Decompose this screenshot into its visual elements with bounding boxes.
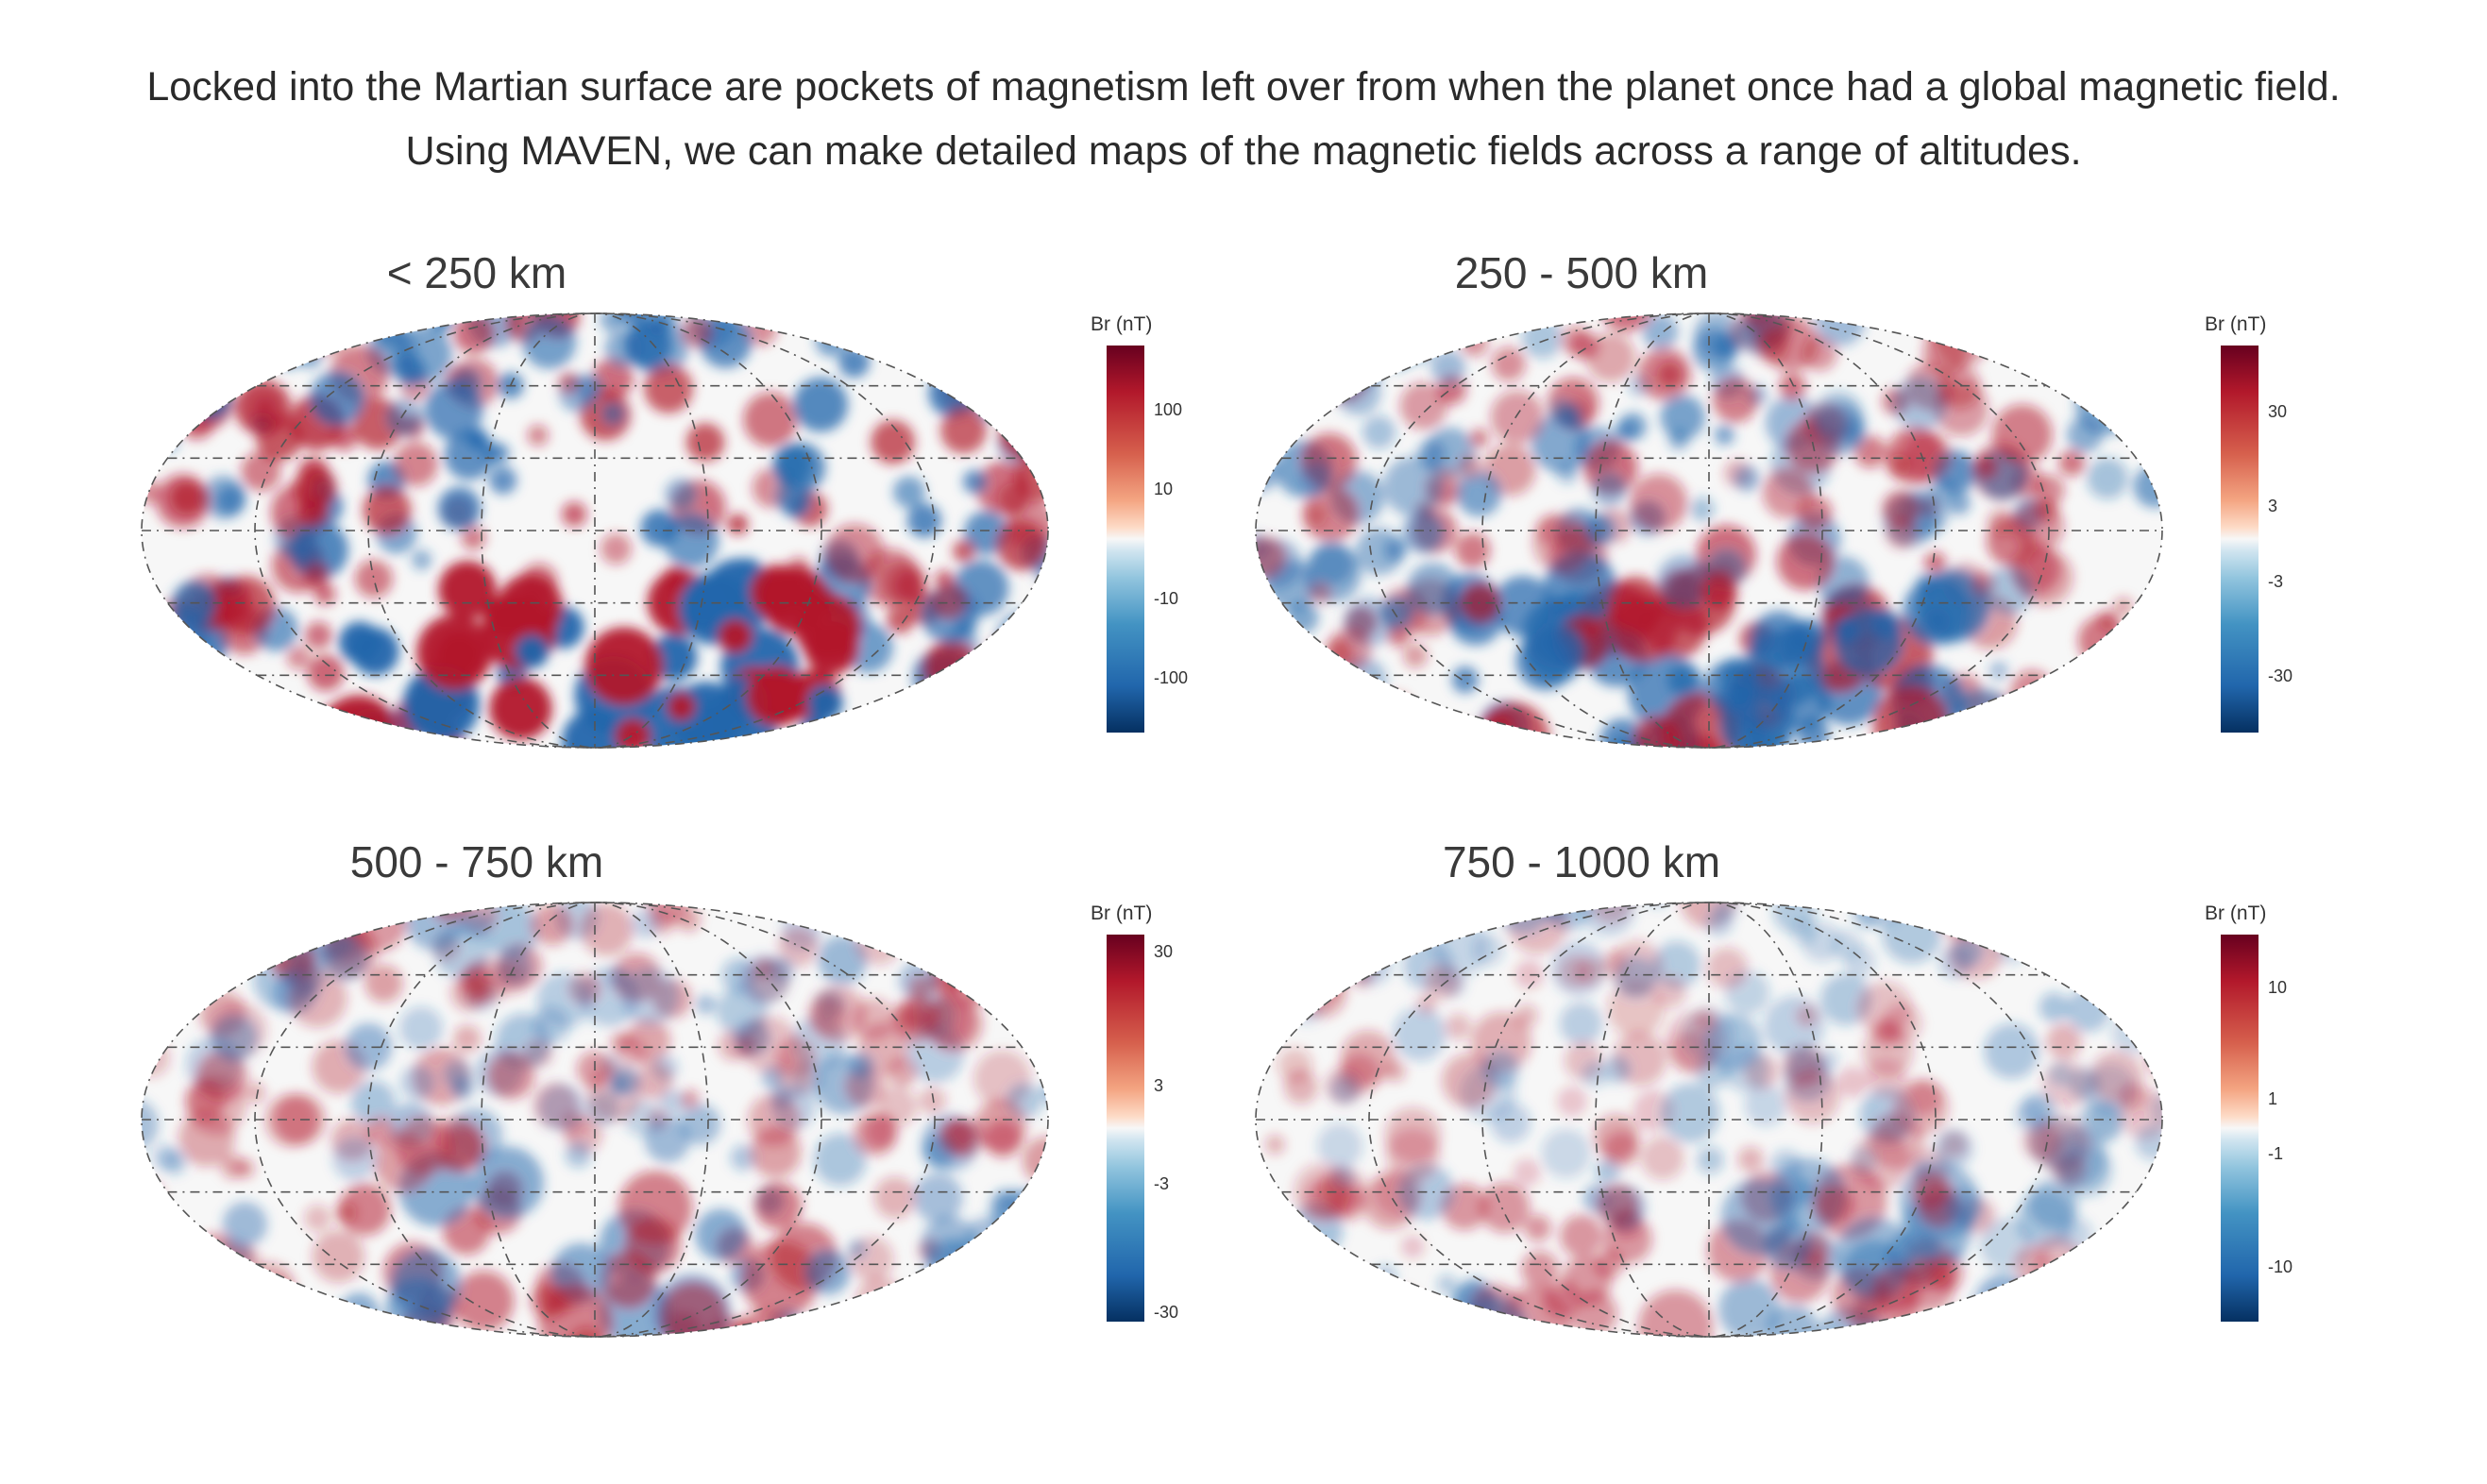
- map-panel-2: 250 - 500 km Br (nT) 30 3 -3 -30: [1246, 247, 2389, 833]
- map-panel-1: < 250 km Br (nT) 100 10 -10 -100: [132, 247, 1275, 833]
- colorbar-tick: 10: [2268, 978, 2288, 997]
- panel-title: 250 - 500 km: [1454, 248, 1709, 297]
- colorbar-tick: 3: [2268, 497, 2278, 515]
- colorbar-tick: 10: [1154, 480, 1174, 498]
- graticule: [141, 902, 1049, 1338]
- mollweide-map: [141, 902, 1049, 1338]
- colorbar-tick: 1: [2268, 1089, 2278, 1108]
- colorbar: [1107, 346, 1144, 733]
- mollweide-map: [141, 312, 1049, 749]
- colorbar-tick: -10: [1154, 589, 1179, 608]
- caption: Locked into the Martian surface are pock…: [0, 55, 2487, 183]
- colorbar-tick: 30: [2268, 402, 2288, 421]
- colorbar-label: Br (nT): [1091, 902, 1153, 924]
- caption-line-1: Locked into the Martian surface are pock…: [146, 64, 2341, 110]
- colorbar-tick: -30: [1154, 1303, 1179, 1322]
- colorbar-tick: -3: [2268, 572, 2284, 591]
- colorbar-label: Br (nT): [2205, 902, 2267, 924]
- colorbar-tick: -3: [1154, 1174, 1170, 1193]
- colorbar: [2221, 935, 2259, 1322]
- panel-title: 750 - 1000 km: [1442, 837, 1721, 886]
- panel-title: < 250 km: [386, 248, 567, 297]
- graticule: [141, 312, 1049, 749]
- map-panel-4: 750 - 1000 km Br (nT) 10 1 -1 -10: [1246, 836, 2389, 1422]
- colorbar-tick: -30: [2268, 666, 2293, 685]
- colorbar-tick: -10: [2268, 1257, 2293, 1276]
- graticule: [1255, 312, 2163, 749]
- map-panel-3: 500 - 750 km Br (nT) 30 3 -3 -30: [132, 836, 1275, 1422]
- mollweide-map: [1255, 312, 2163, 749]
- caption-line-2: Using MAVEN, we can make detailed maps o…: [405, 128, 2082, 174]
- colorbar-label: Br (nT): [2205, 313, 2267, 335]
- colorbar: [1107, 935, 1144, 1322]
- colorbar-tick: 100: [1154, 400, 1183, 419]
- panel-title: 500 - 750 km: [349, 837, 604, 886]
- colorbar-tick: 30: [1154, 942, 1174, 961]
- colorbar-tick: 3: [1154, 1076, 1164, 1095]
- colorbar-label: Br (nT): [1091, 313, 1153, 335]
- graticule: [1255, 902, 2163, 1338]
- mollweide-map: [1255, 902, 2163, 1338]
- colorbar: [2221, 346, 2259, 733]
- colorbar-tick: -1: [2268, 1144, 2284, 1163]
- colorbar-tick: -100: [1154, 668, 1189, 687]
